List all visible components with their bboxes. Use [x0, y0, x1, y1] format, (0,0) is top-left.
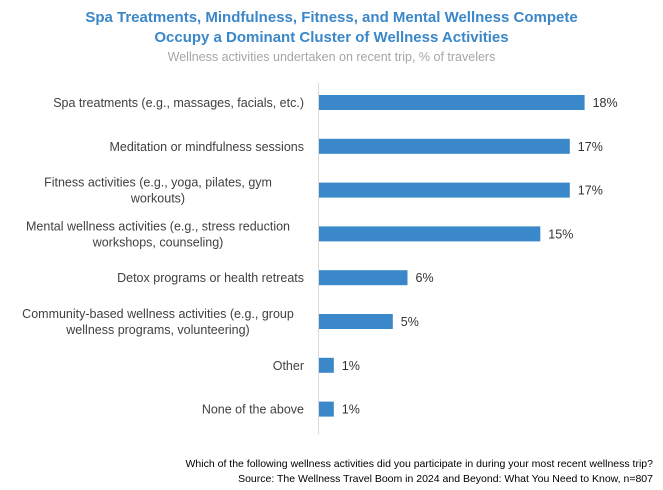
- category-labels: Spa treatments (e.g., massages, facials,…: [22, 96, 304, 417]
- bar-1: [319, 138, 570, 154]
- category-label-3-line-0: Mental wellness activities (e.g., stress…: [26, 219, 290, 233]
- value-label-3: 15%: [548, 227, 573, 241]
- bar-5: [319, 314, 393, 329]
- chart-title: Spa Treatments, Mindfulness, Fitness, an…: [0, 8, 663, 48]
- value-label-7: 1%: [342, 403, 360, 417]
- bar-6: [319, 357, 334, 373]
- category-label-5-line-1: wellness programs, volunteering): [65, 323, 249, 337]
- bar-4: [319, 270, 408, 286]
- chart-subtitle: Wellness activities undertaken on recent…: [167, 50, 496, 64]
- value-label-0: 18%: [593, 96, 618, 110]
- value-label-2: 17%: [578, 184, 603, 198]
- bar-2: [319, 182, 570, 198]
- category-label-2-line-1: workouts): [130, 192, 185, 206]
- category-label-2-line-0: Fitness activities (e.g., yoga, pilates,…: [44, 176, 272, 190]
- value-labels: 18% 17% 17% 15% 6% 5% 1% 1%: [342, 96, 618, 417]
- category-label-7: None of the above: [202, 403, 304, 417]
- category-label-1: Meditation or mindfulness sessions: [109, 140, 304, 154]
- category-label-6: Other: [273, 359, 304, 373]
- chart-title-line-1: Spa Treatments, Mindfulness, Fitness, an…: [85, 9, 578, 26]
- value-label-6: 1%: [342, 359, 360, 373]
- category-label-5-line-0: Community-based wellness activities (e.g…: [22, 307, 294, 321]
- value-label-4: 6%: [416, 271, 434, 285]
- category-label-0: Spa treatments (e.g., massages, facials,…: [53, 96, 304, 110]
- category-label-4: Detox programs or health retreats: [117, 271, 304, 285]
- category-label-3-line-1: workshops, counseling): [92, 235, 224, 249]
- bar-0: [319, 95, 585, 110]
- bar-group: [319, 95, 585, 417]
- chart-title-line-2: Occupy a Dominant Cluster of Wellness Ac…: [154, 29, 509, 46]
- bar-7: [319, 401, 334, 417]
- survey-question: Which of the following wellness activiti…: [185, 458, 653, 470]
- value-label-5: 5%: [401, 315, 419, 329]
- bar-3: [319, 226, 541, 242]
- value-label-1: 17%: [578, 140, 603, 154]
- source-note: Source: The Wellness Travel Boom in 2024…: [238, 473, 653, 485]
